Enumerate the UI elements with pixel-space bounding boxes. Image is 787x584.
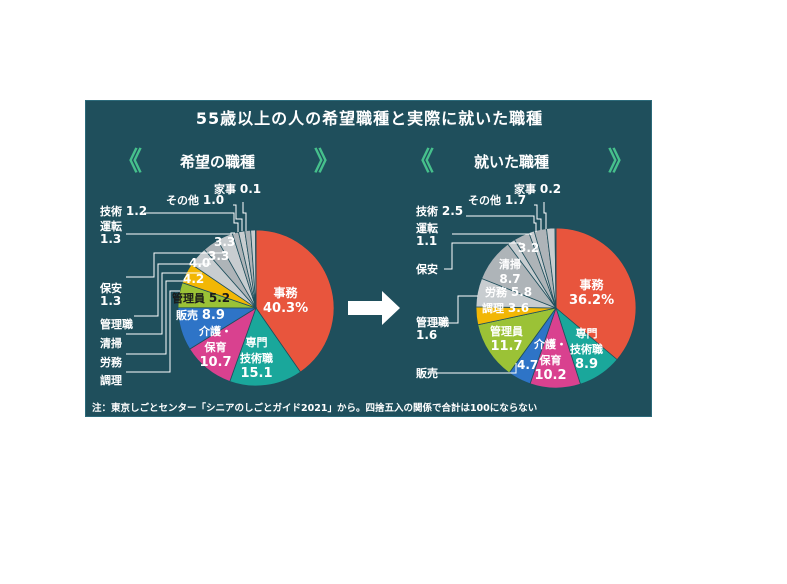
- leader-unten-r: [452, 233, 532, 235]
- pie-charts-svg: [126, 202, 637, 389]
- slice-care-actual: 介護・ 保育 10.2: [534, 338, 567, 383]
- pie-actual: [475, 227, 637, 389]
- label-hoan-r: 保安: [416, 263, 438, 276]
- leader-kanrishoku-r: [436, 295, 478, 324]
- chevron-left-icon: 《: [408, 147, 434, 177]
- leader-sonota-l: [233, 204, 243, 231]
- right-arrow: [348, 291, 400, 325]
- label-kanrishoku: 管理職: [100, 318, 133, 331]
- leader-hanbai-r: [436, 363, 517, 374]
- label-seiso: 清掃: [100, 337, 122, 350]
- label-sonota: その他 1.0: [166, 193, 225, 208]
- slice-technical-actual: 専門 技術職 8.9: [570, 327, 603, 372]
- slice-sales-actual: 4.7: [517, 358, 539, 372]
- chart-title-actual: 就いた職種: [474, 153, 550, 171]
- label-sonota-r: その他 1.7: [468, 193, 527, 208]
- leader-kaji-r: [543, 202, 547, 229]
- slice-cleaning-actual: 清掃 8.7: [499, 258, 521, 286]
- leader-seiso-l: [126, 272, 202, 335]
- pie-slice-1-13: [554, 227, 557, 309]
- slice-labor-desired: 4.0: [189, 256, 211, 270]
- slice-care-desired: 介護・ 保育 10.7: [199, 325, 232, 370]
- leader-lines: [126, 202, 547, 374]
- main-title: 55歳以上の人の希望職種と実際に就いた職種: [195, 109, 544, 128]
- pie-slice-0-1: [229, 307, 302, 387]
- label-kaji: 家事 0.1: [214, 182, 262, 197]
- label-gijutsu-r: 技術 2.5: [416, 204, 464, 219]
- label-hanbai-r: 販売: [416, 367, 438, 380]
- chevron-right-icon: 》: [608, 147, 634, 177]
- infographic-panel: 55歳以上の人の希望職種と実際に就いた職種 《 希望の職種 》 《 就いた職種 …: [85, 100, 652, 417]
- slice-manager-actual: 管理員 11.7: [490, 325, 523, 354]
- leader-hoan-r: [444, 242, 521, 270]
- leader-kaji-l: [242, 202, 247, 231]
- leader-gijutsu-l: [144, 212, 239, 232]
- slice-manager-desired: 管理員 5.2: [172, 291, 231, 305]
- label-gijutsu: 技術 1.2: [100, 204, 148, 219]
- label-unten: 運転 1.3: [100, 220, 122, 246]
- slice-sales-desired: 販売 8.9: [176, 308, 225, 323]
- leader-unten-l: [126, 232, 235, 235]
- footnote: 注：東京しごとセンター「シニアのしごとガイド2021」から。四捨五入の関係で合計…: [92, 403, 538, 414]
- slice-cooking-desired: 4.2: [183, 272, 205, 286]
- leader-chori-l: [126, 290, 180, 373]
- slice-cleaning-desired: 3.3: [208, 249, 230, 263]
- slice-technical-desired: 専門 技術職 15.1: [240, 336, 273, 381]
- label-unten-r: 運転 1.1: [416, 222, 438, 248]
- slice-kanrishoku-desired: 3.3: [214, 235, 236, 249]
- label-kanrishoku-r: 管理職 1.6: [416, 316, 449, 342]
- chevron-left-icon: 《: [116, 147, 142, 177]
- slice-labor-actual: 労務 5.8: [485, 285, 533, 299]
- slice-office-actual: 事務 36.2%: [569, 278, 615, 308]
- label-hoan: 保安 1.3: [100, 282, 122, 308]
- pie-slice-1-0: [555, 227, 637, 361]
- slice-hoan-actual: 3.2: [518, 241, 540, 255]
- leader-kanrishoku-l: [134, 263, 211, 317]
- leader-romu-l: [126, 280, 186, 355]
- slice-office-desired: 事務 40.3%: [263, 286, 309, 316]
- label-chori: 調理: [100, 374, 122, 387]
- slice-cooking-actual: 調理 3.6: [482, 301, 530, 315]
- label-kaji-r: 家事 0.2: [514, 182, 562, 197]
- chart-title-desired: 希望の職種: [180, 153, 256, 171]
- leader-gijutsu-r: [466, 215, 537, 232]
- chevron-right-icon: 》: [314, 147, 340, 177]
- pie-slice-0-0: [255, 229, 335, 373]
- leader-hoan-l: [126, 252, 226, 278]
- label-romu: 労務: [100, 356, 122, 369]
- leader-sonota-r: [534, 204, 542, 230]
